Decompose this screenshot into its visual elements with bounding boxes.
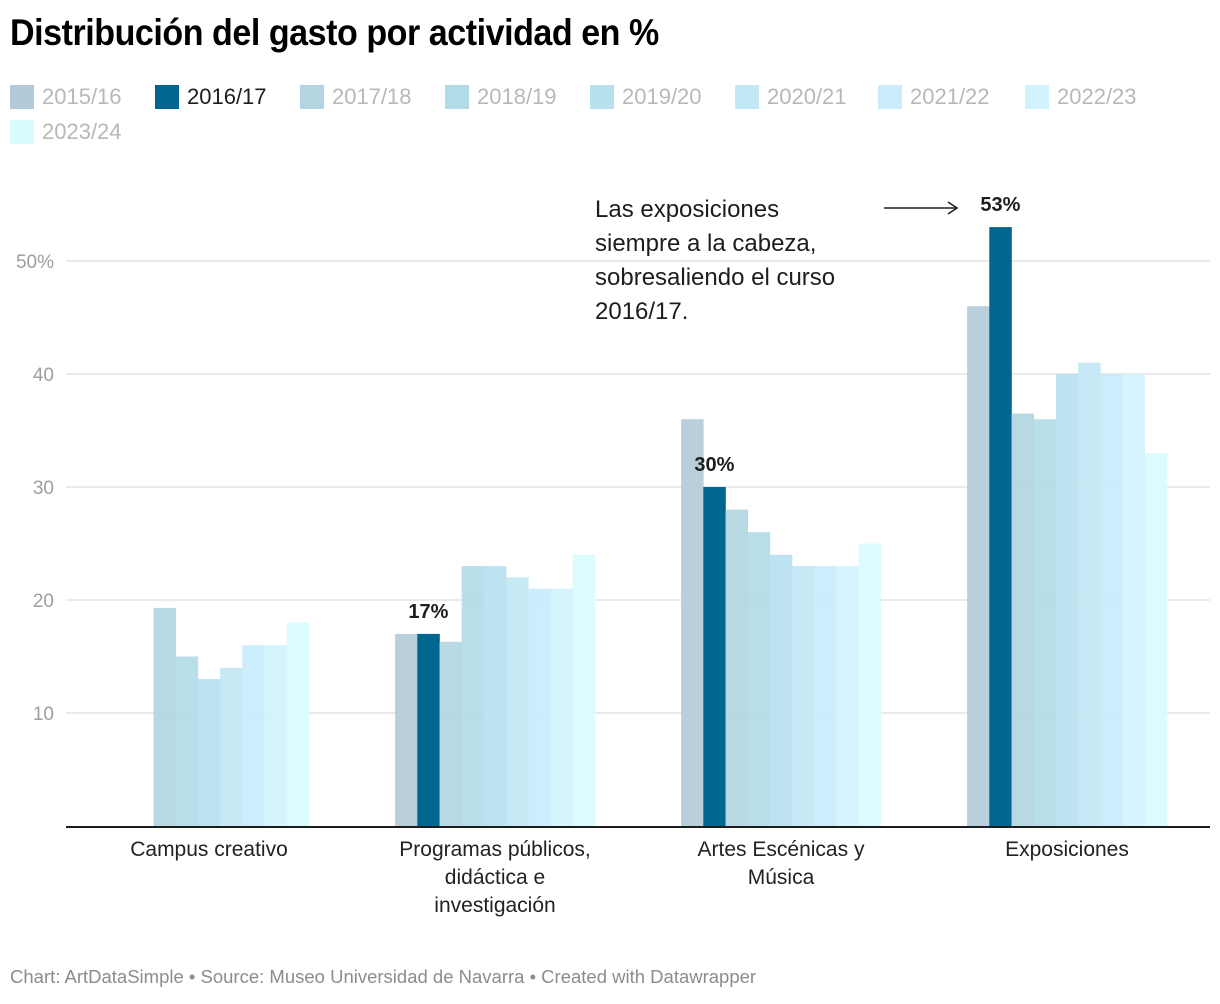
legend-swatch	[155, 85, 179, 109]
x-axis-label: Programas públicos, didáctica e investigac…	[365, 836, 625, 920]
x-axis-label-line: investigación	[434, 894, 556, 917]
bar[interactable]	[681, 419, 704, 826]
x-axis-label-line: Exposiciones	[1005, 838, 1129, 861]
annotation-line: Las exposiciones	[595, 196, 780, 223]
annotation: Las exposiciones siempre a la cabeza, so…	[595, 193, 895, 329]
bar[interactable]	[220, 667, 243, 826]
legend-swatch	[300, 85, 324, 109]
bar[interactable]	[1144, 453, 1168, 826]
bar[interactable]	[242, 645, 265, 826]
data-labels: 17% 30% 53%	[408, 194, 1020, 623]
bar[interactable]	[395, 633, 418, 826]
x-axis-label: Artes Escénicas y Música	[651, 836, 911, 892]
legend-label: 2021/22	[910, 84, 990, 109]
arrow-head	[947, 201, 959, 215]
bar[interactable]	[528, 588, 551, 826]
bar[interactable]	[417, 633, 440, 826]
annotation-line: 2016/17.	[595, 298, 689, 325]
bar[interactable]	[1011, 413, 1035, 827]
legend-item[interactable]: 2023/24	[10, 117, 122, 147]
legend-label: 2017/18	[332, 84, 412, 109]
legend-label: 2016/17	[187, 84, 267, 109]
y-tick-label: 40	[33, 365, 54, 386]
y-tick-label: 10	[33, 704, 54, 725]
bar[interactable]	[506, 577, 529, 826]
legend-swatch	[735, 85, 759, 109]
x-axis-label-line: didáctica e	[444, 866, 546, 889]
bar[interactable]	[989, 227, 1012, 827]
bar[interactable]	[483, 566, 507, 826]
bar[interactable]	[725, 509, 749, 826]
bar[interactable]	[439, 641, 463, 826]
legend-item[interactable]: 2019/20	[590, 82, 702, 112]
data-label: 17%	[408, 601, 448, 623]
bar[interactable]	[286, 622, 310, 826]
legend-swatch	[10, 85, 34, 109]
y-tick-label: 30	[33, 478, 54, 499]
annotation-line: sobresaliendo el curso	[595, 264, 836, 291]
y-tick-label: 20	[33, 591, 54, 612]
x-axis-label-line: Artes Escénicas y	[697, 838, 865, 861]
bar[interactable]	[572, 554, 596, 826]
data-label: 30%	[694, 454, 734, 476]
legend-item[interactable]: 2017/18	[300, 82, 412, 112]
bar[interactable]	[747, 532, 771, 826]
legend-item[interactable]: 2016/17	[155, 82, 267, 112]
bar[interactable]	[1100, 374, 1123, 826]
bar[interactable]	[153, 607, 177, 826]
footer-credits: Chart: ArtDataSimple • Source: Museo Uni…	[10, 966, 757, 987]
legend-label: 2019/20	[622, 84, 702, 109]
bar[interactable]	[550, 588, 574, 826]
bar[interactable]	[461, 566, 485, 826]
legend-label: 2023/24	[42, 119, 122, 144]
bar[interactable]	[792, 566, 815, 826]
bar[interactable]	[175, 656, 199, 827]
legend-item[interactable]: 2022/23	[1025, 82, 1137, 112]
legend-item[interactable]: 2015/16	[10, 82, 122, 112]
x-axis-label: Exposiciones	[937, 836, 1197, 864]
x-axis-label-line: Campus creativo	[130, 838, 288, 861]
legend-label: 2015/16	[42, 84, 122, 109]
x-axis-label-line: Música	[747, 866, 815, 889]
legend-item[interactable]: 2020/21	[735, 82, 847, 112]
legend-item[interactable]: 2018/19	[445, 82, 557, 112]
legend-label: 2022/23	[1057, 84, 1137, 109]
bar[interactable]	[1078, 362, 1101, 826]
bars	[153, 227, 1168, 827]
legend-label: 2020/21	[767, 84, 847, 109]
bar[interactable]	[836, 566, 860, 826]
bar[interactable]	[967, 306, 990, 826]
bar[interactable]	[1122, 374, 1146, 826]
x-axis-label: Campus creativo	[79, 836, 339, 864]
bar[interactable]	[814, 566, 837, 826]
legend-item[interactable]: 2021/22	[878, 82, 990, 112]
legend-swatch	[10, 120, 34, 144]
bar[interactable]	[197, 679, 221, 826]
legend-swatch	[1025, 85, 1049, 109]
y-tick-label: 50%	[16, 252, 54, 273]
bar[interactable]	[1055, 374, 1079, 826]
legend-swatch	[590, 85, 614, 109]
bar[interactable]	[264, 645, 288, 826]
bar[interactable]	[1033, 419, 1057, 826]
annotation-arrow-group	[884, 201, 959, 215]
legend-swatch	[445, 85, 469, 109]
data-label: 53%	[980, 194, 1020, 216]
legend-label: 2018/19	[477, 84, 557, 109]
x-axis-label-line: Programas públicos,	[399, 838, 591, 861]
bar[interactable]	[703, 487, 726, 826]
legend-swatch	[878, 85, 902, 109]
bar[interactable]	[858, 543, 882, 827]
chart-title: Distribución del gasto por actividad en …	[10, 12, 659, 53]
bar[interactable]	[769, 554, 793, 826]
annotation-line: siempre a la cabeza,	[595, 230, 817, 257]
